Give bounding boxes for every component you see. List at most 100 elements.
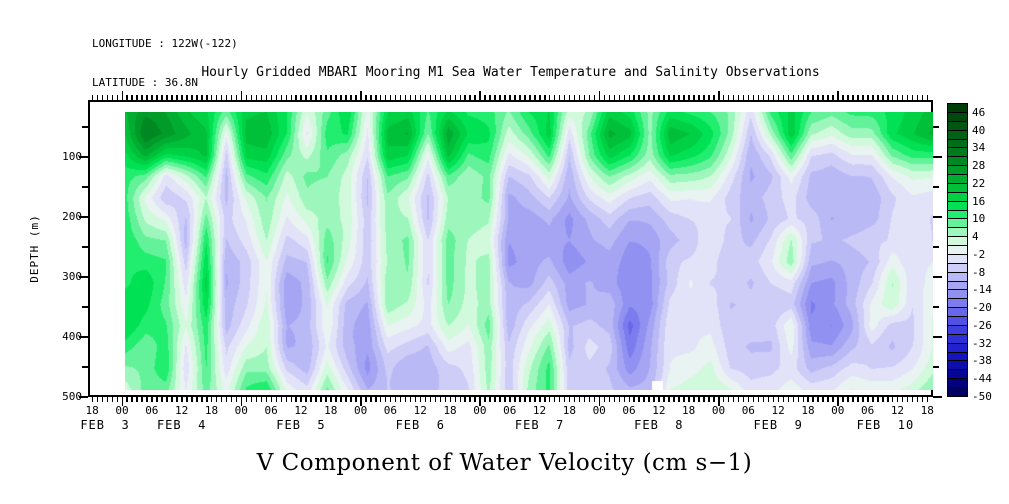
- x-minor-tick-top: [593, 95, 596, 100]
- y-depth-label: 100: [62, 150, 82, 163]
- x-minor-tick-bottom: [539, 397, 541, 402]
- y-axis-title-wrap: DEPTH (m): [14, 158, 54, 338]
- x-minor-tick-top: [718, 91, 720, 100]
- x-minor-tick-top: [270, 95, 273, 100]
- colorbar-label: -32: [972, 336, 992, 350]
- x-minor-tick-bottom: [827, 397, 829, 402]
- y-depth-tick-left: [79, 276, 88, 278]
- x-minor-tick-top: [484, 95, 486, 100]
- x-minor-tick-top: [444, 95, 447, 100]
- x-minor-tick-top: [514, 95, 516, 100]
- x-hour-label: 18: [204, 404, 219, 417]
- x-minor-tick-top: [116, 95, 119, 100]
- x-minor-tick-top: [240, 91, 243, 100]
- x-minor-tick-bottom: [245, 397, 248, 402]
- x-minor-tick-bottom: [399, 397, 402, 402]
- x-minor-tick-top: [752, 95, 755, 100]
- x-minor-tick-top: [802, 95, 804, 100]
- x-minor-tick-bottom: [275, 397, 278, 402]
- colorbar-label: -20: [972, 301, 992, 315]
- x-minor-tick-top: [628, 95, 631, 100]
- x-minor-tick-bottom: [693, 397, 695, 402]
- x-minor-tick-top: [404, 95, 407, 100]
- x-minor-tick-top: [181, 95, 183, 100]
- x-minor-tick-bottom: [882, 397, 884, 402]
- x-minor-tick-top: [643, 95, 645, 100]
- x-minor-tick-bottom: [727, 397, 730, 402]
- x-minor-tick-bottom: [464, 397, 466, 402]
- x-minor-tick-top: [573, 95, 576, 100]
- x-minor-tick-bottom: [673, 397, 675, 402]
- x-minor-tick-top: [668, 95, 670, 100]
- x-minor-tick-top: [757, 95, 760, 100]
- x-minor-tick-top: [250, 95, 253, 100]
- y-depth-label: 200: [62, 210, 82, 223]
- x-minor-tick-top: [255, 95, 258, 100]
- x-minor-tick-top: [832, 95, 834, 100]
- x-minor-tick-top: [638, 95, 640, 100]
- x-minor-tick-top: [727, 95, 730, 100]
- x-minor-tick-top: [877, 95, 879, 100]
- x-hour-label: 18: [324, 404, 338, 417]
- y-axis-title: DEPTH (m): [27, 213, 41, 283]
- x-minor-tick-top: [300, 95, 302, 100]
- x-hour-label: 00: [592, 404, 606, 417]
- x-minor-tick-bottom: [161, 397, 163, 402]
- x-minor-tick-bottom: [201, 397, 203, 402]
- x-minor-tick-bottom: [663, 397, 665, 402]
- x-minor-tick-bottom: [916, 397, 919, 402]
- x-hour-label: 12: [532, 404, 547, 417]
- x-minor-tick-top: [399, 95, 402, 100]
- x-hour-label: 06: [264, 404, 278, 417]
- colorbar-cell: [947, 387, 968, 397]
- x-minor-tick-top: [887, 95, 889, 100]
- x-minor-tick-bottom: [832, 397, 834, 402]
- x-minor-tick-bottom: [335, 397, 337, 402]
- x-minor-tick-top: [722, 95, 725, 100]
- x-minor-tick-bottom: [653, 397, 655, 402]
- x-minor-tick-bottom: [787, 397, 790, 402]
- x-minor-tick-top: [822, 95, 824, 100]
- x-minor-tick-top: [548, 95, 551, 100]
- x-minor-tick-top: [111, 95, 114, 100]
- x-minor-tick-bottom: [638, 397, 640, 402]
- velocity-heatmap-canvas: [125, 112, 933, 390]
- y-depth-tick-right: [933, 216, 942, 218]
- x-minor-tick-top: [891, 95, 894, 100]
- x-hour-label: 00: [115, 404, 129, 417]
- x-minor-tick-top: [350, 95, 352, 100]
- x-minor-tick-top: [787, 95, 790, 100]
- x-minor-tick-bottom: [558, 397, 561, 402]
- x-minor-tick-top: [867, 95, 869, 100]
- colorbar-label: 22: [972, 176, 986, 190]
- x-minor-tick-bottom: [290, 397, 292, 402]
- x-minor-tick-bottom: [196, 397, 198, 402]
- x-hour-label: 12: [771, 404, 785, 417]
- x-minor-tick-top: [370, 95, 372, 100]
- x-minor-tick-bottom: [847, 397, 849, 402]
- x-minor-tick-top: [618, 95, 621, 100]
- x-minor-tick-bottom: [757, 397, 760, 402]
- x-minor-tick-top: [807, 95, 809, 100]
- x-minor-tick-bottom: [837, 397, 839, 406]
- x-minor-tick-top: [449, 95, 452, 100]
- x-minor-tick-top: [365, 95, 367, 100]
- x-minor-tick-bottom: [394, 397, 397, 402]
- colorbar-label: 34: [972, 141, 986, 155]
- x-minor-tick-top: [330, 95, 332, 100]
- plot-title: Hourly Gridded MBARI Mooring M1 Sea Wate…: [201, 65, 820, 80]
- colorbar-label: -2: [972, 247, 986, 261]
- longitude-label: LONGITUDE : 122W(-122): [92, 37, 238, 50]
- x-hour-label: 06: [145, 404, 159, 417]
- x-minor-tick-bottom: [752, 397, 755, 402]
- x-minor-tick-top: [633, 95, 635, 100]
- x-minor-tick-top: [911, 95, 914, 100]
- x-hour-label: 06: [383, 404, 398, 417]
- y-depth-tick-left: [79, 396, 88, 398]
- x-minor-tick-bottom: [240, 397, 243, 406]
- x-minor-tick-top: [578, 95, 581, 100]
- x-minor-tick-bottom: [340, 397, 342, 402]
- x-minor-tick-top: [598, 91, 601, 100]
- x-minor-tick-bottom: [852, 397, 854, 402]
- x-minor-tick-bottom: [220, 397, 223, 402]
